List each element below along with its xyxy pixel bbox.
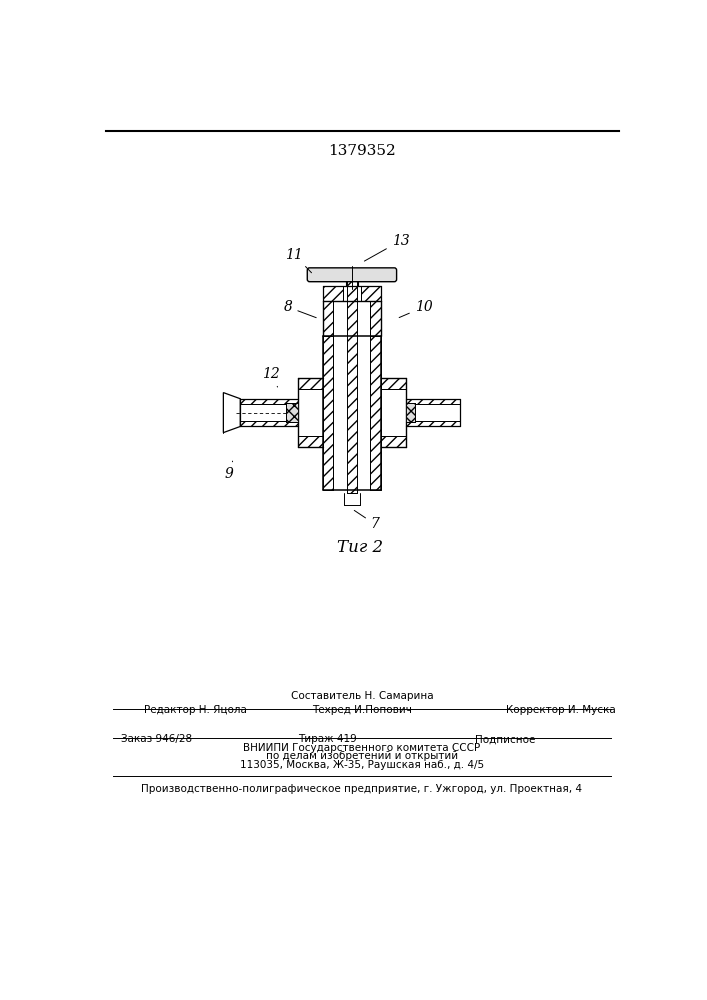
Text: Τиг 2: Τиг 2 [337, 539, 382, 556]
Polygon shape [240, 399, 298, 404]
FancyBboxPatch shape [308, 268, 397, 282]
Polygon shape [240, 404, 298, 421]
Polygon shape [381, 378, 406, 389]
Polygon shape [223, 393, 240, 433]
Polygon shape [406, 421, 460, 426]
Polygon shape [298, 389, 322, 436]
Polygon shape [322, 336, 334, 490]
Text: 1379352: 1379352 [328, 144, 396, 158]
Text: 13: 13 [364, 234, 409, 261]
Polygon shape [370, 336, 381, 490]
Polygon shape [381, 436, 406, 447]
Text: ВНИИПИ Государственного комитета СССР: ВНИИПИ Государственного комитета СССР [243, 743, 481, 753]
Polygon shape [298, 436, 322, 447]
Text: 8: 8 [284, 300, 316, 318]
Text: 12: 12 [262, 367, 280, 387]
Text: Составитель Н. Самарина: Составитель Н. Самарина [291, 691, 433, 701]
Polygon shape [361, 286, 381, 301]
Text: 7: 7 [354, 510, 380, 531]
Text: 9: 9 [224, 461, 233, 481]
Text: Тираж 419: Тираж 419 [298, 734, 357, 744]
Text: Техред И.Попович: Техред И.Попович [312, 705, 412, 715]
Polygon shape [298, 378, 322, 389]
Text: Производственно-полиграфическое предприятие, г. Ужгород, ул. Проектная, 4: Производственно-полиграфическое предприя… [141, 784, 583, 794]
Text: 113035, Москва, Ж-35, Раушская наб., д. 4/5: 113035, Москва, Ж-35, Раушская наб., д. … [240, 760, 484, 770]
Polygon shape [334, 336, 370, 490]
Text: Корректор И. Муска: Корректор И. Муска [506, 705, 616, 715]
Text: Подписное: Подписное [475, 734, 535, 744]
Polygon shape [322, 286, 343, 301]
Polygon shape [286, 403, 298, 422]
Polygon shape [406, 399, 460, 404]
Polygon shape [406, 404, 460, 421]
Polygon shape [322, 301, 334, 336]
Text: 10: 10 [399, 300, 433, 318]
Text: Редактор Н. Яцола: Редактор Н. Яцола [144, 705, 247, 715]
Polygon shape [240, 421, 298, 426]
Text: Заказ 946/28: Заказ 946/28 [121, 734, 192, 744]
Polygon shape [406, 403, 415, 422]
Polygon shape [347, 274, 356, 493]
Polygon shape [381, 389, 406, 436]
Polygon shape [334, 301, 370, 336]
Polygon shape [370, 301, 381, 336]
Text: по делам изобретений и открытий: по делам изобретений и открытий [266, 751, 458, 761]
Text: 11: 11 [286, 248, 312, 273]
Polygon shape [343, 286, 361, 301]
